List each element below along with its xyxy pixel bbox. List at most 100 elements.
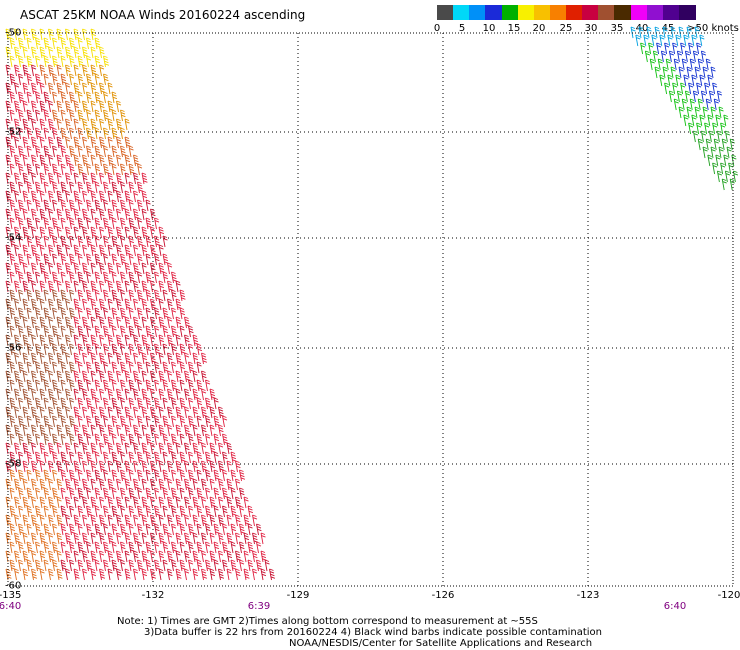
wind-barb — [14, 478, 21, 491]
wind-barb — [48, 424, 54, 437]
wind-barb — [120, 217, 126, 230]
wind-barb — [128, 343, 135, 356]
wind-barb — [158, 442, 165, 455]
wind-barb — [124, 280, 130, 293]
note-line-2: 3)Data buffer is 22 hrs from 20160224 4)… — [144, 627, 602, 638]
wind-barb — [99, 550, 105, 563]
wind-barb — [9, 451, 16, 464]
wind-barb — [702, 106, 708, 119]
wind-barb — [9, 55, 15, 68]
wind-barb — [39, 550, 46, 563]
wind-barb — [137, 505, 144, 518]
wind-barb — [39, 388, 46, 401]
wind-barb — [48, 172, 55, 185]
wind-barb — [86, 451, 93, 464]
wind-barb — [90, 100, 96, 113]
wind-barb — [133, 190, 139, 203]
wind-barb — [167, 352, 173, 365]
wind-barb — [82, 514, 88, 527]
wind-barb — [705, 98, 711, 111]
wind-barb — [35, 487, 41, 500]
wind-barb — [65, 154, 72, 167]
wind-barb — [52, 91, 58, 104]
wind-barb — [69, 307, 76, 320]
wind-barb — [69, 433, 75, 446]
wind-barb — [696, 82, 702, 95]
wind-barb — [154, 559, 161, 572]
wind-barb — [184, 424, 191, 437]
wind-barb — [716, 90, 723, 103]
wind-barb — [18, 487, 24, 500]
wind-barb — [9, 199, 16, 212]
wind-barb — [9, 343, 16, 356]
wind-barb — [718, 106, 724, 119]
wind-barb — [86, 541, 92, 554]
wind-barb — [52, 271, 59, 284]
wind-barb — [65, 118, 71, 131]
wind-barb — [230, 559, 237, 572]
wind-barb — [56, 136, 63, 149]
scale-label-45: 45 — [661, 23, 675, 34]
wind-barb — [60, 127, 67, 140]
wind-barb — [235, 478, 241, 491]
wind-barb — [120, 397, 126, 410]
wind-barb — [111, 361, 118, 374]
wind-barb — [158, 568, 164, 581]
wind-barb — [39, 514, 45, 527]
wind-barb — [31, 262, 37, 275]
wind-barb — [179, 469, 186, 482]
wind-barb — [90, 424, 96, 437]
wind-barb — [128, 181, 135, 194]
wind-barb — [705, 138, 711, 151]
wind-barb — [107, 424, 114, 437]
wind-barb — [39, 64, 46, 77]
wind-barb — [696, 122, 702, 135]
wind-barb — [82, 46, 89, 59]
wind-barb — [90, 28, 97, 41]
wind-barb — [162, 343, 168, 356]
wind-barb — [22, 496, 29, 509]
wind-barb — [128, 307, 134, 320]
wind-barb — [9, 73, 16, 86]
wind-barb — [167, 532, 173, 545]
wind-barb — [158, 226, 165, 239]
wind-barb — [77, 289, 84, 302]
wind-barb — [48, 262, 54, 275]
wind-barb — [137, 271, 143, 284]
wind-barb — [124, 370, 131, 383]
wind-barb — [158, 388, 165, 401]
wind-barb — [230, 505, 237, 518]
western-swath-wind-barbs — [5, 28, 276, 581]
wind-barb — [188, 433, 194, 446]
wind-barb — [90, 118, 97, 131]
wind-barb — [69, 181, 75, 194]
wind-barb — [205, 505, 212, 518]
lat-label-50: -50 — [5, 27, 22, 39]
wind-barb — [18, 91, 25, 104]
wind-barb — [260, 532, 266, 545]
wind-barb — [175, 388, 181, 401]
wind-barb — [69, 37, 76, 50]
wind-barb — [133, 496, 139, 509]
wind-barb — [120, 271, 126, 284]
wind-barb — [205, 433, 211, 446]
wind-barb — [145, 271, 152, 284]
wind-barb — [209, 514, 216, 527]
wind-barb — [94, 523, 101, 536]
wind-barb — [94, 181, 100, 194]
wind-barb — [179, 541, 185, 554]
wind-barb — [712, 122, 718, 135]
wind-barb — [201, 424, 207, 437]
wind-barb — [175, 442, 181, 455]
wind-barb — [73, 64, 79, 77]
wind-barb — [162, 433, 169, 446]
wind-barb — [107, 280, 114, 293]
wind-barb — [22, 82, 29, 95]
wind-barb — [150, 388, 156, 401]
wind-barb — [39, 172, 46, 185]
wind-barb — [52, 415, 58, 428]
wind-barb — [43, 433, 50, 446]
wind-barb — [120, 253, 127, 266]
wind-barb — [205, 559, 212, 572]
wind-barb — [167, 424, 173, 437]
